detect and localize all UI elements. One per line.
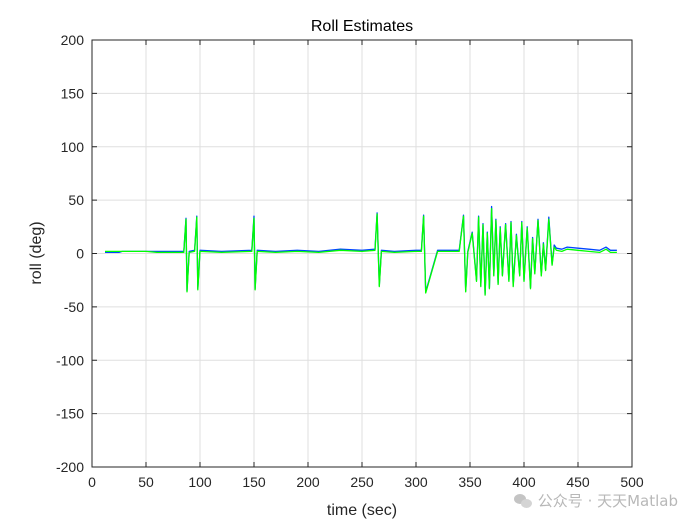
watermark-text: 公众号 · 天天Matlab — [537, 492, 678, 510]
y-tick-label: -100 — [56, 352, 84, 368]
y-tick-label: -200 — [56, 459, 84, 475]
x-tick-label: 250 — [350, 474, 374, 490]
y-tick-label: 200 — [61, 32, 85, 48]
y-axis-label: roll (deg) — [28, 221, 45, 284]
x-tick-label: 0 — [88, 474, 96, 490]
series-line-2 — [105, 208, 617, 296]
x-tick-label: 500 — [620, 474, 644, 490]
x-tick-label: 200 — [296, 474, 320, 490]
x-tick-label: 300 — [404, 474, 428, 490]
y-tick-label: -50 — [64, 299, 84, 315]
x-tick-label: 350 — [458, 474, 482, 490]
chart-title: Roll Estimates — [311, 18, 413, 35]
x-tick-label: 400 — [512, 474, 536, 490]
x-axis-label: time (sec) — [327, 502, 397, 519]
x-tick-label: 450 — [566, 474, 590, 490]
y-tick-label: 100 — [61, 139, 85, 155]
axis-ticks: 0 50 100 150 200 250 300 350 400 450 500-200-150-1… — [56, 32, 644, 490]
series-line-1 — [105, 205, 617, 295]
series-layer — [105, 205, 617, 296]
y-tick-label: -150 — [56, 406, 84, 422]
x-tick-label: 150 — [242, 474, 266, 490]
wechat-icon — [513, 493, 532, 508]
y-tick-label: 50 — [68, 192, 84, 208]
y-tick-label: 0 — [76, 246, 84, 262]
x-tick-label: 100 — [188, 474, 212, 490]
y-tick-label: 150 — [61, 85, 85, 101]
watermark: 公众号 · 天天Matlab — [513, 490, 678, 511]
x-tick-label: 50 — [138, 474, 154, 490]
